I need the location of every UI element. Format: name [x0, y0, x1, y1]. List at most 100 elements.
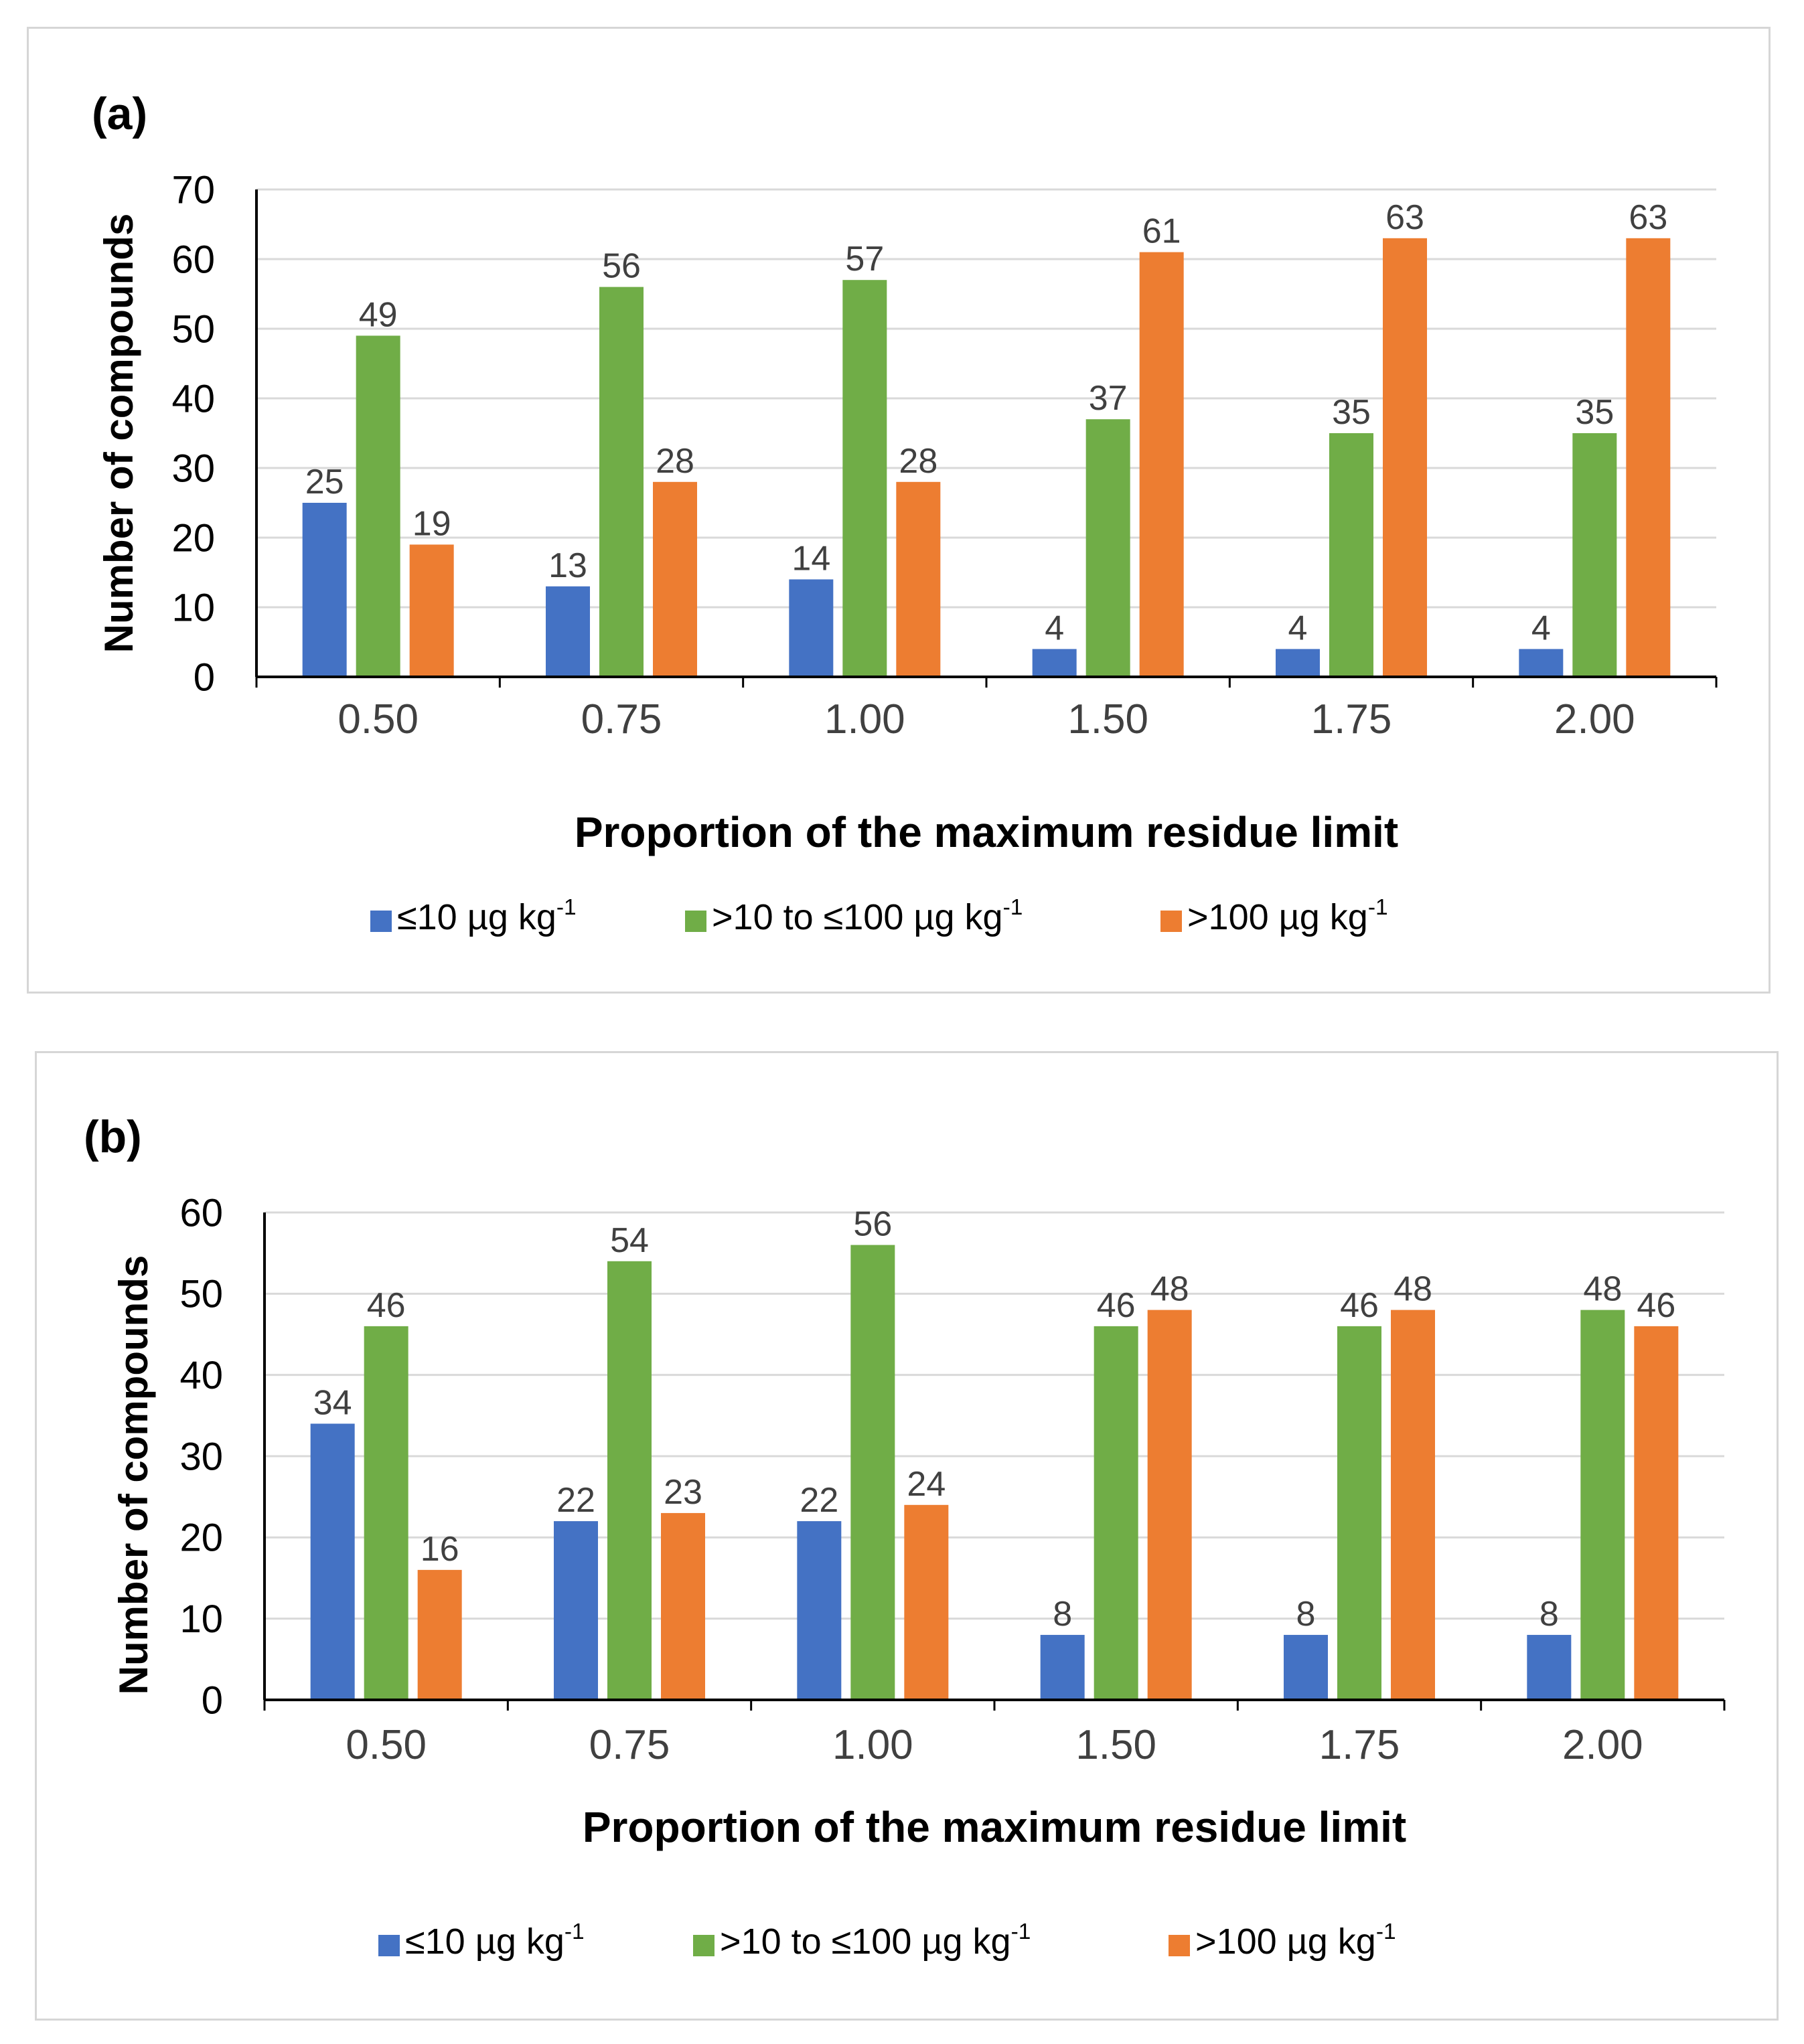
- chart-b-svg: (b) 0 10 20 30 40 50 60 34 46 16 0.50 22 54 23 0.75 22 56…: [84, 1111, 1726, 1962]
- x-tick-label: 1.00: [832, 1722, 913, 1768]
- y-tick-label: 20: [179, 1516, 223, 1560]
- y-tick-label: 70: [171, 168, 215, 212]
- y-tick-label: 0: [202, 1678, 223, 1722]
- bar-2.00-series-3: [1634, 1326, 1679, 1700]
- bar-1.50-series-3: [1147, 1310, 1192, 1700]
- data-label: 63: [1385, 198, 1424, 237]
- legend-swatch-3: [1169, 1935, 1190, 1956]
- bar-1.00-series-3: [896, 481, 941, 677]
- data-label: 48: [1583, 1270, 1622, 1309]
- x-tick-label: 0.75: [581, 696, 662, 742]
- data-label: 37: [1089, 379, 1128, 418]
- data-label: 14: [792, 539, 830, 578]
- legend-swatch-3: [1160, 911, 1182, 932]
- x-tick-label: 1.00: [824, 696, 905, 742]
- data-label: 57: [845, 240, 884, 279]
- bar-1.50-series-1: [1032, 649, 1077, 677]
- panel-label-b: (b): [84, 1111, 142, 1162]
- data-label: 48: [1150, 1270, 1189, 1309]
- legend-swatch-1: [370, 911, 392, 932]
- bar-2.00-series-1: [1527, 1634, 1572, 1700]
- bar-1.75-series-2: [1337, 1326, 1381, 1700]
- data-label: 8: [1296, 1595, 1316, 1634]
- data-label: 63: [1629, 198, 1667, 237]
- bar-0.75-series-1: [546, 586, 590, 677]
- y-tick-label: 40: [179, 1354, 223, 1397]
- bar-0.75-series-2: [607, 1261, 652, 1700]
- data-label: 22: [556, 1481, 595, 1520]
- data-label: 28: [656, 442, 694, 481]
- x-tick-label: 1.75: [1311, 696, 1392, 742]
- bar-0.50-series-3: [417, 1569, 462, 1700]
- y-tick-label: 10: [171, 586, 215, 629]
- data-label: 46: [1097, 1286, 1136, 1325]
- y-axis-title: Number of compounds: [111, 1255, 156, 1695]
- data-label: 8: [1053, 1595, 1072, 1634]
- x-tick-label: 2.00: [1554, 696, 1635, 742]
- y-tick-label: 10: [179, 1597, 223, 1641]
- bar-0.75-series-2: [599, 287, 644, 678]
- data-label: 34: [313, 1383, 352, 1422]
- legend-swatch-2: [685, 911, 706, 932]
- y-axis-title: Number of compounds: [96, 214, 141, 653]
- bar-2.00-series-2: [1572, 433, 1617, 677]
- bar-0.50-series-1: [302, 503, 347, 677]
- y-tick-label: 50: [179, 1273, 223, 1316]
- data-label: 61: [1142, 212, 1181, 251]
- x-axis-title: Proportion of the maximum residue limit: [583, 1803, 1406, 1851]
- bar-2.00-series-3: [1626, 238, 1671, 677]
- bar-1.75-series-1: [1276, 649, 1320, 677]
- bar-1.50-series-1: [1040, 1634, 1085, 1700]
- bar-1.00-series-2: [842, 280, 887, 677]
- x-tick-label: 1.75: [1319, 1722, 1400, 1768]
- bar-1.50-series-2: [1085, 419, 1130, 677]
- data-label: 22: [800, 1481, 838, 1520]
- bar-0.50-series-1: [310, 1423, 355, 1700]
- chart-panel-b: (b) 0 10 20 30 40 50 60 34 46 16 0.50 22 54 23 0.75 22 56…: [35, 1051, 1779, 2021]
- data-label: 46: [1340, 1286, 1379, 1325]
- chart-a-svg: (a) 0 10 20 30 40 50 60 70 25 49 19 0.50 13 56 28 0.75 14…: [92, 88, 1718, 937]
- data-label: 35: [1575, 393, 1614, 432]
- bar-1.00-series-1: [797, 1521, 842, 1700]
- data-label: 8: [1539, 1595, 1559, 1634]
- y-tick-label: 60: [179, 1191, 223, 1235]
- x-tick-label: 2.00: [1562, 1722, 1643, 1768]
- x-tick-label: 0.75: [589, 1722, 670, 1768]
- bar-1.00-series-2: [850, 1245, 895, 1700]
- bar-1.75-series-2: [1329, 433, 1373, 677]
- data-label: 35: [1332, 393, 1371, 432]
- data-label: 56: [853, 1205, 892, 1244]
- x-axis-title: Proportion of the maximum residue limit: [575, 808, 1398, 856]
- x-tick-label: 0.50: [337, 696, 419, 742]
- y-tick-label: 0: [194, 655, 215, 699]
- bar-2.00-series-1: [1519, 649, 1564, 677]
- bar-0.50-series-2: [356, 335, 400, 677]
- y-tick-label: 50: [171, 307, 215, 351]
- y-tick-label: 30: [179, 1435, 223, 1478]
- bar-0.50-series-2: [364, 1326, 408, 1700]
- data-label: 24: [907, 1465, 946, 1504]
- bar-1.50-series-3: [1139, 252, 1184, 678]
- data-label: 28: [899, 442, 937, 481]
- data-label: 4: [1288, 609, 1308, 647]
- data-label: 46: [367, 1286, 406, 1325]
- legend-label-3: >100 µg kg-1: [1187, 895, 1388, 937]
- y-tick-label: 30: [171, 447, 215, 490]
- bar-1.75-series-3: [1383, 238, 1427, 677]
- bar-1.75-series-1: [1284, 1634, 1328, 1700]
- bar-1.50-series-2: [1094, 1326, 1138, 1700]
- chart-panel-a: (a) 0 10 20 30 40 50 60 70 25 49 19 0.50 13 56 28 0.75 14…: [27, 27, 1771, 994]
- bar-0.75-series-1: [554, 1521, 598, 1700]
- data-label: 4: [1045, 609, 1064, 647]
- legend-label-3: >100 µg kg-1: [1195, 1919, 1396, 1962]
- legend-label-2: >10 to ≤100 µg kg-1: [720, 1919, 1031, 1962]
- bar-0.50-series-3: [409, 544, 454, 677]
- x-tick-label: 0.50: [346, 1722, 427, 1768]
- bar-1.00-series-1: [789, 579, 834, 677]
- x-tick-label: 1.50: [1067, 696, 1148, 742]
- data-label: 16: [421, 1530, 459, 1569]
- y-tick-label: 40: [171, 377, 215, 420]
- data-label: 56: [602, 247, 641, 286]
- bar-1.00-series-3: [904, 1504, 949, 1700]
- data-label: 4: [1531, 609, 1551, 647]
